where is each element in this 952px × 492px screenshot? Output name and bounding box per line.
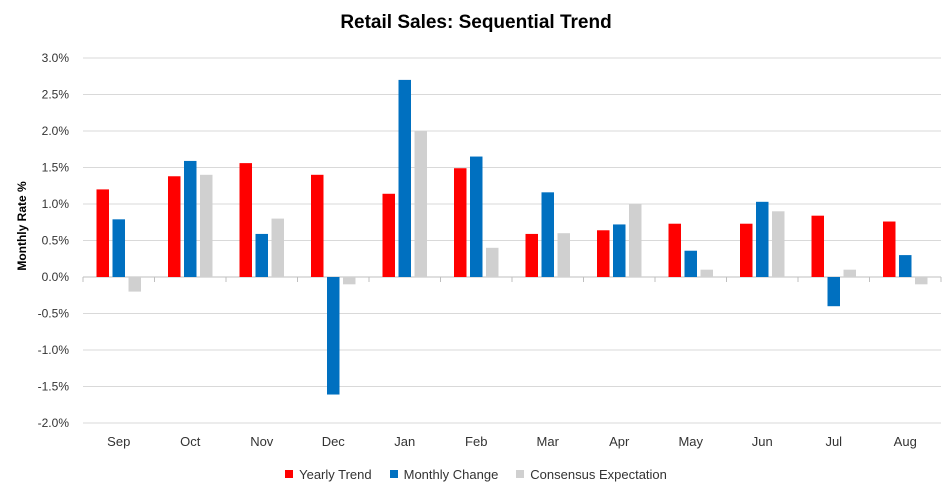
legend-swatch [516, 470, 525, 478]
bar-consensus-expectation-sep [128, 277, 141, 292]
bar-monthly-change-jan [398, 79, 411, 278]
legend-item: Monthly Change [389, 466, 499, 482]
y-tick-label: 1.0% [42, 197, 70, 211]
bar-monthly-change-oct [184, 160, 197, 277]
x-tick-label: Jun [752, 434, 773, 449]
bar-yearly-trend-sep [96, 189, 109, 277]
bar-yearly-trend-oct [168, 176, 181, 277]
bar-yearly-trend-feb [454, 168, 467, 277]
legend-label: Monthly Change [403, 466, 499, 482]
y-tick-label: -0.5% [38, 307, 70, 321]
bar-yearly-trend-mar [525, 233, 538, 277]
bar-monthly-change-may [684, 250, 697, 277]
chart-title: Retail Sales: Sequential Trend [340, 12, 612, 33]
x-tick-label: Sep [107, 434, 130, 449]
bar-yearly-trend-apr [597, 230, 610, 277]
bar-monthly-change-apr [613, 224, 626, 277]
bar-yearly-trend-jan [382, 193, 395, 277]
x-tick-label: Nov [250, 434, 274, 449]
bar-consensus-expectation-jan [414, 131, 427, 277]
bar-consensus-expectation-apr [629, 204, 642, 277]
bar-monthly-change-jun [756, 201, 769, 277]
bar-consensus-expectation-mar [557, 233, 570, 277]
bar-consensus-expectation-aug [915, 277, 928, 285]
bar-monthly-change-dec [327, 277, 340, 395]
bar-yearly-trend-dec [311, 174, 324, 277]
y-tick-label: 2.5% [42, 88, 70, 102]
bar-consensus-expectation-may [700, 269, 713, 277]
x-tick-label: Aug [894, 434, 917, 449]
bar-monthly-change-aug [899, 255, 912, 277]
legend-label: Yearly Trend [299, 466, 372, 482]
bar-consensus-expectation-oct [200, 174, 213, 277]
bar-yearly-trend-may [668, 223, 681, 277]
legend-swatch [285, 470, 294, 478]
bar-monthly-change-nov [255, 233, 268, 277]
x-tick-label: Oct [180, 434, 201, 449]
legend-item: Consensus Expectation [516, 467, 667, 482]
y-tick-label: 3.0% [42, 51, 70, 65]
y-tick-label: -1.5% [38, 380, 70, 394]
bar-consensus-expectation-jul [843, 269, 856, 277]
bar-yearly-trend-jul [811, 215, 824, 277]
bar-monthly-change-feb [470, 156, 483, 277]
bar-consensus-expectation-jun [772, 211, 785, 277]
x-tick-label: Jan [394, 434, 415, 449]
legend-swatch [389, 470, 398, 478]
y-tick-label: 0.5% [42, 234, 70, 248]
legend-label: Consensus Expectation [530, 466, 667, 482]
y-tick-label: 0.0% [42, 270, 70, 284]
bar-monthly-change-jul [827, 277, 840, 307]
x-tick-label: Dec [322, 434, 346, 449]
bar-yearly-trend-aug [883, 221, 896, 277]
x-tick-label: Mar [537, 434, 560, 449]
legend: Yearly Trend Monthly Change Consensus Expe… [0, 466, 952, 482]
legend-item: Yearly Trend [285, 467, 372, 482]
bar-monthly-change-sep [112, 219, 125, 277]
bar-yearly-trend-nov [239, 163, 252, 277]
bar-yearly-trend-jun [740, 223, 753, 277]
x-tick-label: Apr [609, 434, 630, 449]
x-tick-label: May [678, 434, 703, 449]
x-tick-label: Jul [825, 434, 842, 449]
bar-monthly-change-mar [541, 192, 554, 277]
y-tick-label: 1.5% [42, 161, 70, 175]
y-tick-label: 2.0% [42, 124, 70, 138]
bar-consensus-expectation-nov [271, 218, 284, 277]
y-tick-label: -1.0% [38, 343, 70, 357]
bar-consensus-expectation-dec [343, 277, 356, 285]
bar-consensus-expectation-feb [486, 247, 499, 277]
x-tick-label: Feb [465, 434, 487, 449]
y-tick-label: -2.0% [38, 416, 70, 430]
